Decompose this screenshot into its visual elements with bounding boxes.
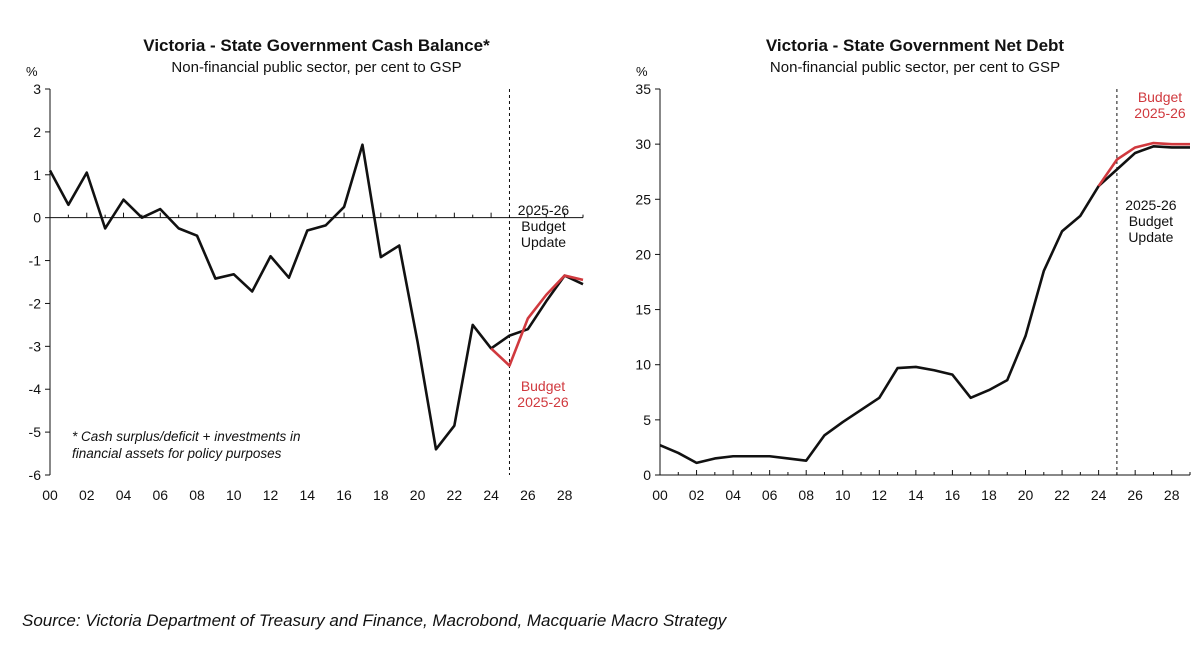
y-tick-label: -3 [29, 338, 42, 354]
x-tick-label: 20 [410, 487, 426, 503]
x-tick-label: 26 [520, 487, 536, 503]
series-line-budget-update [48, 143, 584, 451]
x-tick-label: 12 [263, 487, 279, 503]
x-tick-label: 06 [152, 487, 168, 503]
x-tick-label: 24 [483, 487, 499, 503]
x-tick-label: 18 [373, 487, 389, 503]
x-tick-label: 02 [79, 487, 95, 503]
x-tick-label: 16 [336, 487, 352, 503]
x-tick-label: 14 [300, 487, 316, 503]
y-tick-label: 1 [33, 167, 41, 183]
divider-label: Budget [521, 218, 565, 234]
y-tick-label: -4 [29, 381, 42, 397]
net-debt-title: Victoria - State Government Net Debt [765, 36, 1065, 55]
y-tick-label: -2 [29, 295, 42, 311]
footnote-line: financial assets for policy purposes [72, 446, 282, 461]
y-tick-label: 2 [33, 124, 41, 140]
budget-label: Budget [521, 378, 565, 394]
x-tick-label: 04 [116, 487, 132, 503]
y-unit-label: % [26, 64, 38, 79]
cash-balance-title: Victoria - State Government Cash Balance… [143, 36, 490, 55]
y-tick-label: -1 [29, 253, 42, 269]
y-tick-label: 3 [33, 81, 41, 97]
x-tick-label: 10 [226, 487, 242, 503]
x-tick-label: 22 [447, 487, 463, 503]
net-debt-subtitle: Non-financial public sector, per cent to… [769, 59, 1061, 76]
divider-label: 2025-26 [518, 202, 570, 218]
x-tick-label: 28 [557, 487, 573, 503]
x-tick-label: 08 [189, 487, 205, 503]
y-tick-label: 0 [33, 210, 41, 226]
divider-label: Update [521, 234, 566, 250]
cash-balance-subtitle: Non-financial public sector, per cent to… [171, 59, 462, 76]
y-tick-label: -5 [29, 424, 42, 440]
series-line-budget-2025-26 [490, 274, 584, 367]
footnote-line: * Cash surplus/deficit + investments in [72, 429, 300, 444]
x-tick-label: 00 [42, 487, 58, 503]
y-tick-label: -6 [29, 467, 42, 483]
source-note: Source: Victoria Department of Treasury … [22, 611, 727, 630]
budget-label: 2025-26 [517, 394, 569, 410]
